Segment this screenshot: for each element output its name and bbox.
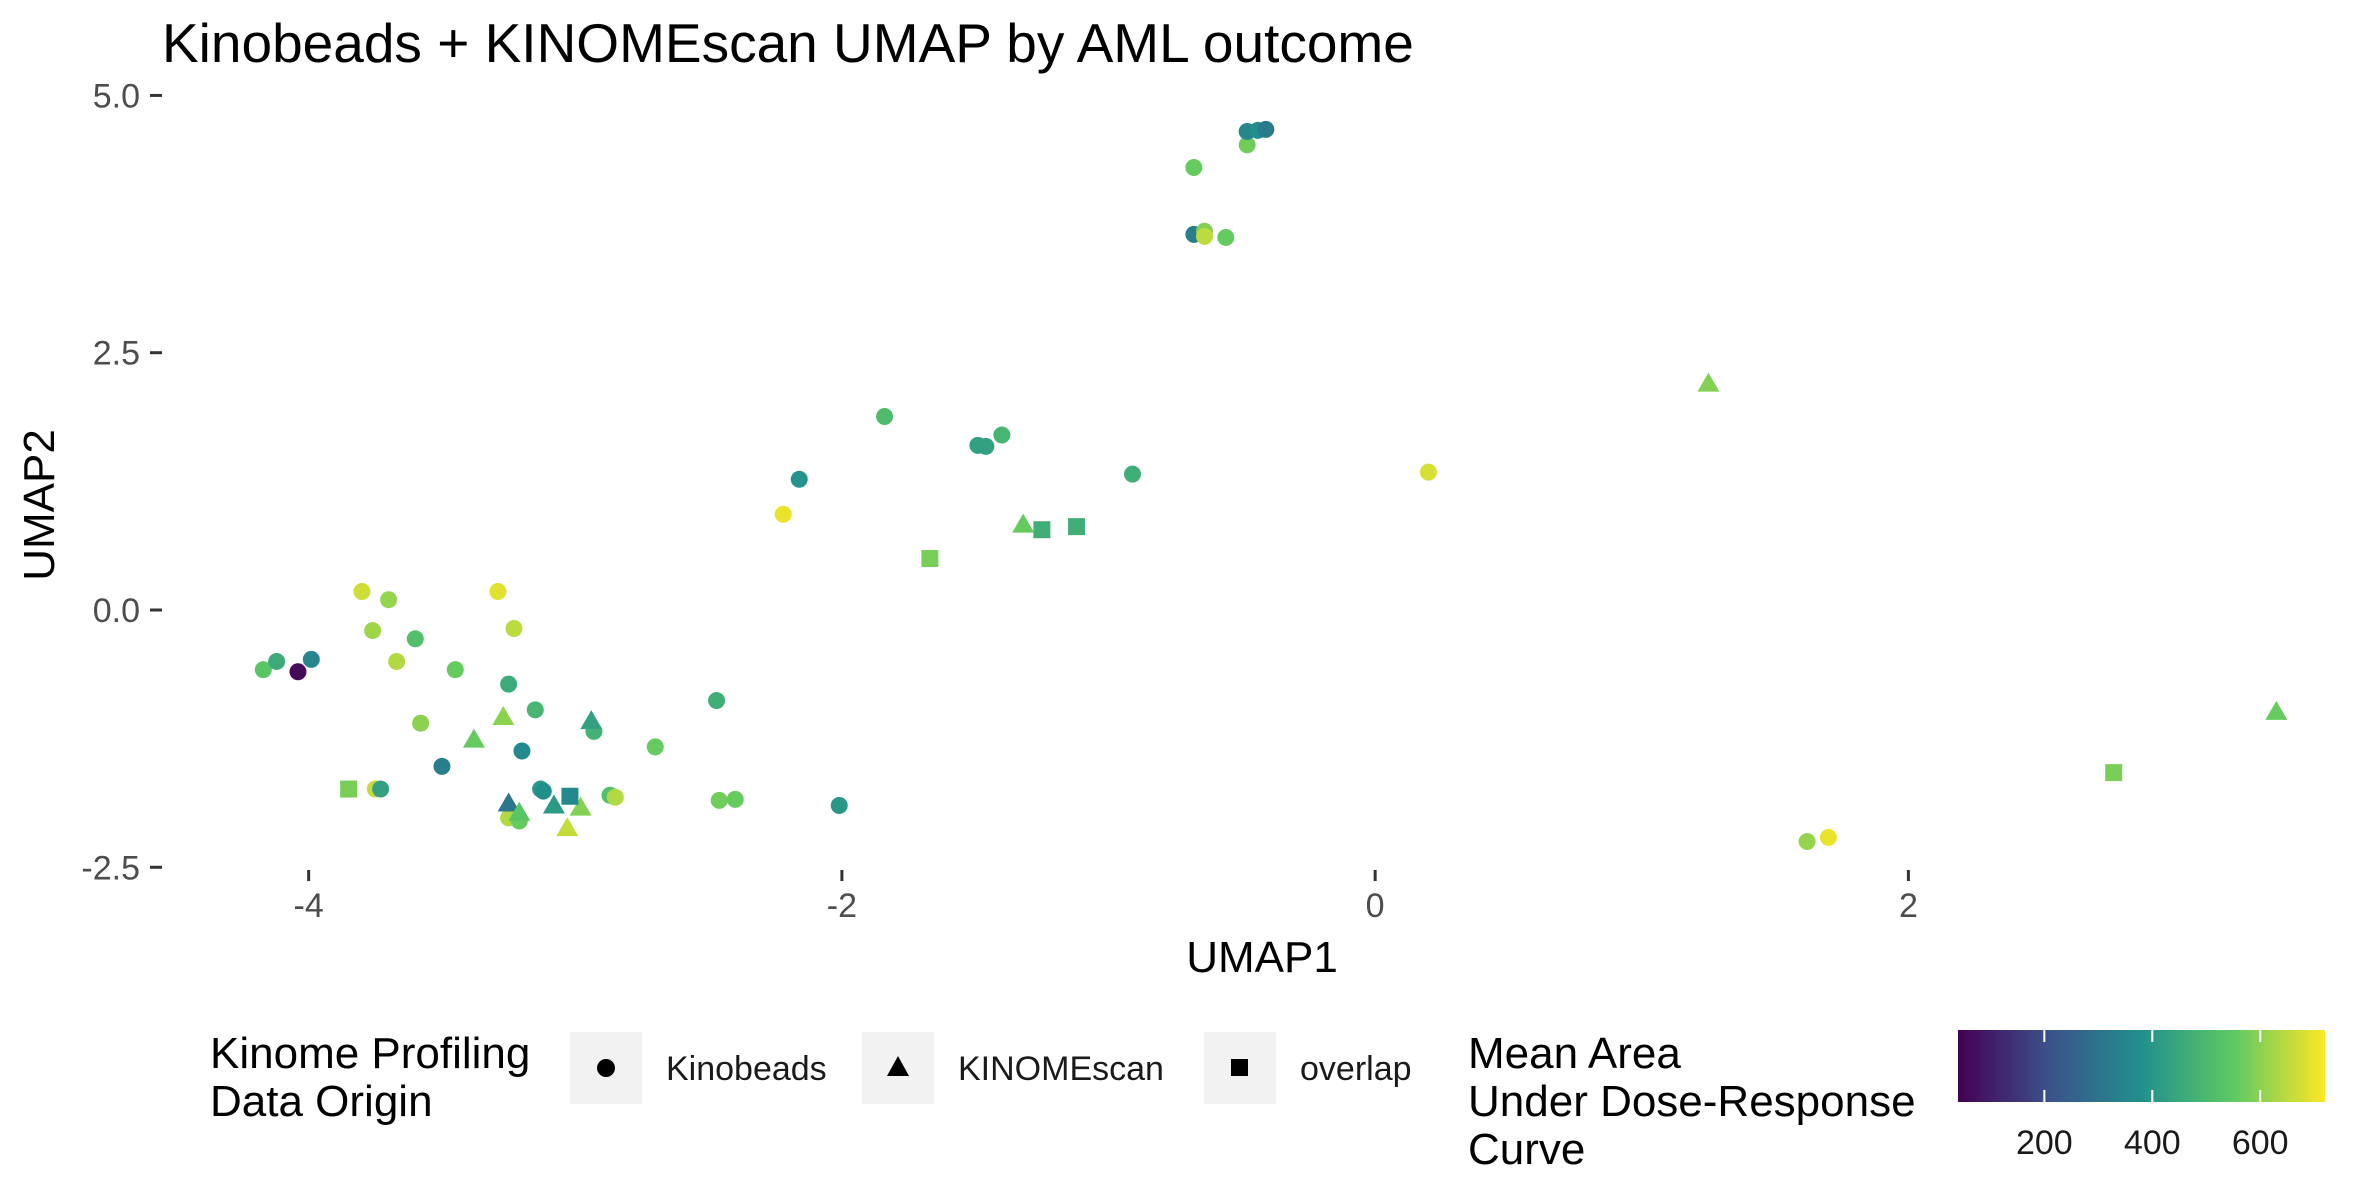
shape-legend-title-line-1: Kinome Profiling	[210, 1029, 530, 1078]
legend-label-kinobeads: Kinobeads	[666, 1050, 827, 1088]
x-axis: -4 -2 0 2	[294, 870, 1918, 925]
point-kinobeads	[372, 780, 390, 798]
point-kinobeads	[1819, 828, 1837, 846]
x-axis-title: UMAP1	[1186, 933, 1338, 982]
point-kinobeads	[1257, 120, 1275, 138]
point-kinobeads	[1419, 463, 1437, 481]
point-kinobeads	[790, 470, 808, 488]
colorbar-tick-label: 600	[2232, 1124, 2289, 1162]
y-axis-title: UMAP2	[15, 429, 64, 581]
point-kinobeads	[513, 742, 531, 760]
shape-legend: Kinome Profiling Data Origin Kinobeads K…	[210, 1029, 1412, 1126]
point-kinobeads	[380, 591, 398, 609]
point-kinobeads	[302, 650, 320, 668]
point-kinomescan	[508, 801, 531, 821]
point-kinobeads	[830, 797, 848, 815]
point-overlap	[561, 787, 579, 805]
point-kinobeads	[268, 652, 286, 670]
point-kinobeads	[876, 408, 894, 426]
point-kinomescan	[492, 706, 515, 726]
point-overlap	[340, 780, 358, 798]
colorbar-tick-label: 200	[2016, 1124, 2073, 1162]
point-kinomescan	[2265, 700, 2288, 720]
x-tick-label: -2	[827, 887, 857, 925]
point-kinobeads	[534, 782, 552, 800]
point-kinobeads	[254, 661, 272, 679]
color-legend-title-line-2: Under Dose-Response	[1468, 1077, 1916, 1126]
legend-label-kinomescan: KINOMEscan	[958, 1050, 1164, 1088]
data-points	[254, 120, 2288, 851]
legend-label-overlap: overlap	[1300, 1050, 1412, 1088]
point-kinobeads	[289, 663, 307, 681]
point-kinobeads	[406, 630, 424, 648]
chart-title: Kinobeads + KINOMEscan UMAP by AML outco…	[162, 12, 1414, 74]
point-kinomescan	[1012, 513, 1035, 533]
point-kinomescan	[556, 817, 579, 837]
point-kinobeads	[1798, 833, 1816, 851]
colorbar	[1958, 1030, 2325, 1102]
point-kinobeads	[1196, 227, 1214, 245]
colorbar-ticks: 200 400 600	[2016, 1030, 2289, 1162]
point-kinomescan	[569, 796, 592, 816]
point-kinobeads	[606, 788, 624, 806]
point-kinobeads	[993, 426, 1011, 444]
point-kinobeads	[500, 675, 518, 693]
point-kinobeads	[1185, 158, 1203, 176]
point-kinomescan	[462, 728, 485, 748]
x-tick-label: -4	[294, 887, 324, 925]
point-kinobeads	[433, 757, 451, 775]
point-kinobeads	[646, 738, 664, 756]
triangle-icon	[887, 1056, 909, 1076]
shape-legend-title-line-2: Data Origin	[210, 1077, 433, 1126]
point-kinobeads	[977, 437, 995, 455]
x-tick-label: 2	[1899, 887, 1918, 925]
point-overlap	[2105, 764, 2123, 782]
point-kinobeads	[708, 692, 726, 710]
y-tick-label: 0.0	[93, 592, 140, 630]
y-tick-label: 5.0	[93, 77, 140, 115]
circle-icon	[597, 1059, 615, 1077]
point-kinobeads	[489, 582, 507, 600]
point-kinobeads	[412, 714, 430, 732]
point-kinomescan	[1697, 372, 1720, 392]
point-kinobeads	[774, 505, 792, 523]
point-overlap	[1033, 521, 1051, 539]
point-kinobeads	[1124, 465, 1142, 483]
point-overlap	[921, 550, 939, 568]
colorbar-tick-label: 400	[2124, 1124, 2181, 1162]
point-kinobeads	[726, 790, 744, 808]
y-tick-label: -2.5	[81, 849, 140, 887]
point-kinobeads	[446, 661, 464, 679]
color-legend-title-line-3: Curve	[1468, 1125, 1585, 1174]
point-kinomescan	[497, 792, 520, 812]
y-axis: -2.5 0.0 2.5 5.0	[81, 77, 162, 887]
point-kinobeads	[1238, 136, 1256, 154]
point-kinobeads	[1217, 228, 1235, 246]
point-kinobeads	[505, 620, 523, 638]
point-kinobeads	[364, 622, 382, 640]
point-kinobeads	[710, 791, 728, 809]
color-legend: Mean Area Under Dose-Response Curve 200 4…	[1468, 1029, 2325, 1174]
point-kinobeads	[388, 652, 406, 670]
point-kinomescan	[542, 794, 565, 814]
color-legend-title-line-1: Mean Area	[1468, 1029, 1681, 1078]
point-overlap	[1068, 518, 1086, 536]
point-kinobeads	[526, 701, 544, 719]
square-icon	[1231, 1059, 1248, 1076]
x-tick-label: 0	[1366, 887, 1385, 925]
point-kinomescan	[580, 710, 603, 730]
y-tick-label: 2.5	[93, 335, 140, 373]
point-kinobeads	[353, 582, 371, 600]
